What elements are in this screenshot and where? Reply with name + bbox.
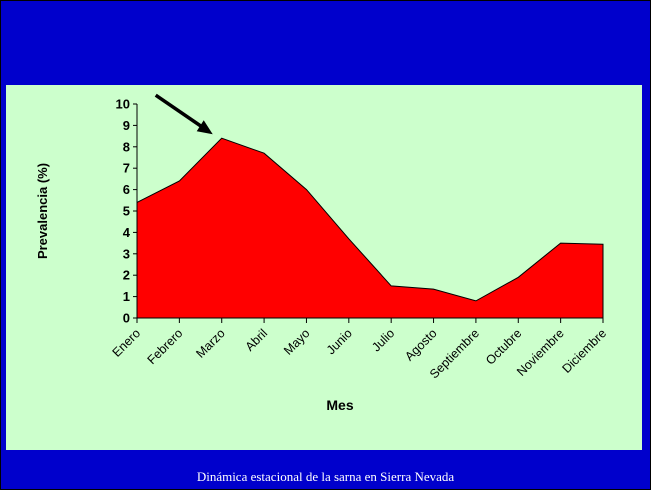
series-area: [136, 137, 604, 319]
y-tick-label: 6: [123, 182, 130, 197]
x-axis-label: Mes: [326, 397, 353, 413]
x-tick-label: Mayo: [281, 326, 313, 358]
y-tick-label: 10: [116, 97, 130, 112]
x-tick-label: Abril: [243, 326, 271, 354]
y-tick-label: 0: [123, 311, 130, 326]
x-tick-label: Julio: [369, 326, 397, 354]
y-tick-label: 2: [123, 268, 130, 283]
y-tick-label: 3: [123, 246, 130, 261]
y-tick-label: 4: [123, 225, 131, 240]
x-tick-label: Febrero: [145, 326, 186, 367]
axes-layer: [133, 103, 604, 323]
area-layer: [136, 137, 604, 319]
annotation-arrow-shaft: [154, 93, 206, 131]
y-tick-label: 7: [123, 161, 130, 176]
annotation-layer: [154, 93, 213, 135]
x-tick-label: Agosto: [402, 326, 439, 363]
y-axis-label: Prevalencia (%): [35, 163, 50, 259]
x-tick-label: Enero: [110, 326, 144, 360]
y-tick-label: 5: [123, 204, 130, 219]
slide-caption: Dinámica estacional de la sarna en Sierr…: [196, 469, 455, 484]
y-tick-label: 1: [123, 289, 130, 304]
x-tick-label: Marzo: [193, 326, 227, 360]
x-tick-label: Diciembre: [559, 326, 609, 376]
y-tick-label: 9: [123, 118, 130, 133]
y-tick-label: 8: [123, 139, 130, 154]
annotation-arrow-head: [196, 120, 213, 135]
x-tick-label: Junio: [324, 326, 355, 357]
x-tick-label: Octubre: [483, 326, 524, 367]
